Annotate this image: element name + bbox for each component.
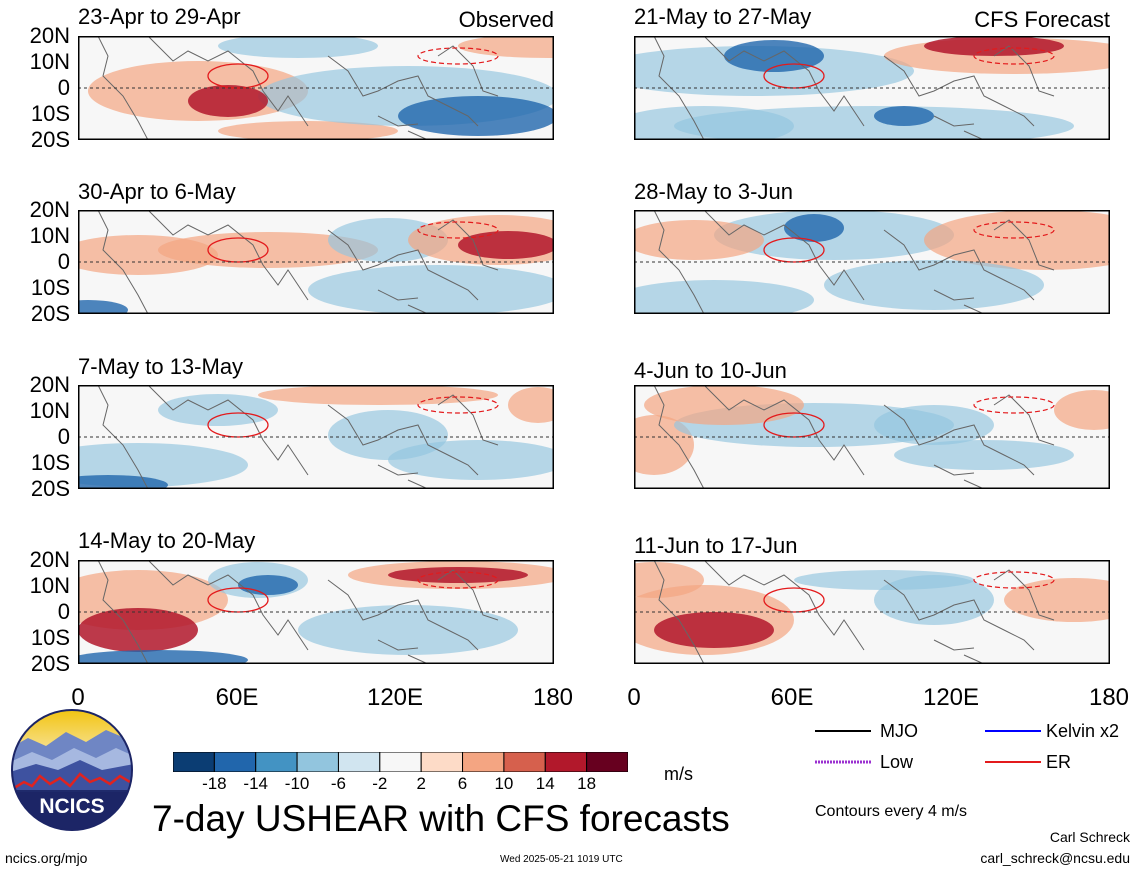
colorbar-tick-label: -10 <box>284 774 310 793</box>
colorbar-tick-label: -14 <box>243 774 269 793</box>
panel-label-obs-2: 30-Apr to 6-May <box>78 179 236 204</box>
panel-observed-3 <box>78 385 554 489</box>
colorbar-swatch <box>544 752 588 772</box>
logo-text: NCICS <box>39 795 104 818</box>
colorbar-tick-label: 6 <box>457 774 468 793</box>
panel-forecast-1 <box>634 36 1110 140</box>
legend-line-er <box>985 761 1041 763</box>
legend-label-kelvin: Kelvin x2 <box>1046 721 1120 741</box>
author-email: carl_schreck@ncsu.edu <box>980 850 1130 866</box>
chart-title: 7-day USHEAR with CFS forecasts <box>152 798 730 839</box>
y-tick-label: 20S <box>30 301 70 326</box>
legend-label-mjo: MJO <box>880 721 918 741</box>
y-tick-label: 0 <box>57 249 70 274</box>
panel-observed-1 <box>78 36 554 140</box>
panel-label-obs-3: 7-May to 13-May <box>78 354 244 379</box>
y-tick-label: 20N <box>29 23 70 48</box>
y-tick-label: 10N <box>29 398 70 423</box>
y-tick-label: 10S <box>30 275 70 300</box>
y-tick-label: 20S <box>30 651 70 676</box>
colorbar-swatch <box>420 752 464 772</box>
x-tick-left-60e: 60E <box>215 684 259 711</box>
colorbar-swatch <box>586 752 628 772</box>
y-tick-label: 0 <box>57 75 70 100</box>
colorbar-swatch <box>462 752 505 772</box>
panel-forecast-4 <box>634 560 1110 664</box>
panel-observed-2 <box>78 210 554 314</box>
y-tick-label: 10N <box>29 49 70 74</box>
colorbar-tick-label: 2 <box>416 774 426 793</box>
y-tick-label: 20N <box>29 372 70 397</box>
author-name: Carl Schreck <box>1049 829 1130 845</box>
colorbar-unit: m/s <box>664 764 693 784</box>
y-tick-label: 0 <box>57 424 70 449</box>
panel-forecast-2 <box>634 210 1110 314</box>
y-tick-label: 10N <box>29 223 70 248</box>
colorbar-tick-label: -2 <box>372 774 388 793</box>
x-tick-left-0: 0 <box>71 684 85 711</box>
x-tick-right-0: 0 <box>627 684 641 711</box>
colorbar-tick-label: 10 <box>494 774 514 793</box>
legend-line-low <box>815 760 871 764</box>
colorbar-swatch <box>213 752 257 772</box>
legend-label-low: Low <box>880 752 914 772</box>
panel-label-obs-4: 14-May to 20-May <box>78 528 256 553</box>
colorbar-swatch <box>173 752 215 772</box>
colorbar-swatch <box>337 752 381 772</box>
colorbar-tick-label: -6 <box>330 774 347 793</box>
colorbar-swatch <box>255 752 298 772</box>
colorbar-tick-label: 18 <box>577 774 597 793</box>
y-tick-label: 0 <box>57 599 70 624</box>
y-tick-label: 10S <box>30 625 70 650</box>
y-tick-label: 10S <box>30 450 70 475</box>
panel-label-fc-2: 28-May to 3-Jun <box>634 179 793 204</box>
x-tick-right-180: 180 <box>1088 684 1130 711</box>
x-tick-right-60e: 60E <box>770 684 814 711</box>
panel-label-fc-3: 4-Jun to 10-Jun <box>634 358 787 383</box>
colorbar-swatch <box>296 752 339 772</box>
y-tick-label: 20N <box>29 197 70 222</box>
panel-label-fc-1: 21-May to 27-May <box>634 4 812 29</box>
colorbar-swatch <box>503 752 546 772</box>
legend-label-er: ER <box>1046 752 1072 772</box>
legend-line-mjo <box>815 730 871 732</box>
colorbar <box>173 752 628 772</box>
y-tick-label: 20S <box>30 476 70 501</box>
panel-observed-4 <box>78 560 554 664</box>
column-label-forecast: CFS Forecast <box>974 7 1110 32</box>
y-tick-label: 20S <box>30 127 70 152</box>
timestamp: Wed 2025-05-21 1019 UTC <box>500 854 623 865</box>
website-url: ncics.org/mjo <box>5 850 88 866</box>
colorbar-swatch <box>379 752 422 772</box>
colorbar-tick-label: 14 <box>535 774 555 793</box>
panel-label-fc-4: 11-Jun to 17-Jun <box>634 533 798 558</box>
y-tick-label: 10N <box>29 573 70 598</box>
colorbar-tick-label: -18 <box>202 774 227 793</box>
ncics-logo: NCICS <box>11 709 133 831</box>
legend-line-kelvin <box>985 730 1041 732</box>
panel-forecast-3 <box>634 385 1110 489</box>
y-tick-label: 20N <box>29 547 70 572</box>
x-tick-left-120e: 120E <box>366 684 424 711</box>
x-tick-right-120e: 120E <box>922 684 980 711</box>
contour-note: Contours every 4 m/s <box>815 803 968 820</box>
y-tick-label: 10S <box>30 101 70 126</box>
x-tick-left-180: 180 <box>532 684 574 711</box>
panel-label-obs-1: 23-Apr to 29-Apr <box>78 4 241 29</box>
column-label-observed: Observed <box>458 7 554 32</box>
